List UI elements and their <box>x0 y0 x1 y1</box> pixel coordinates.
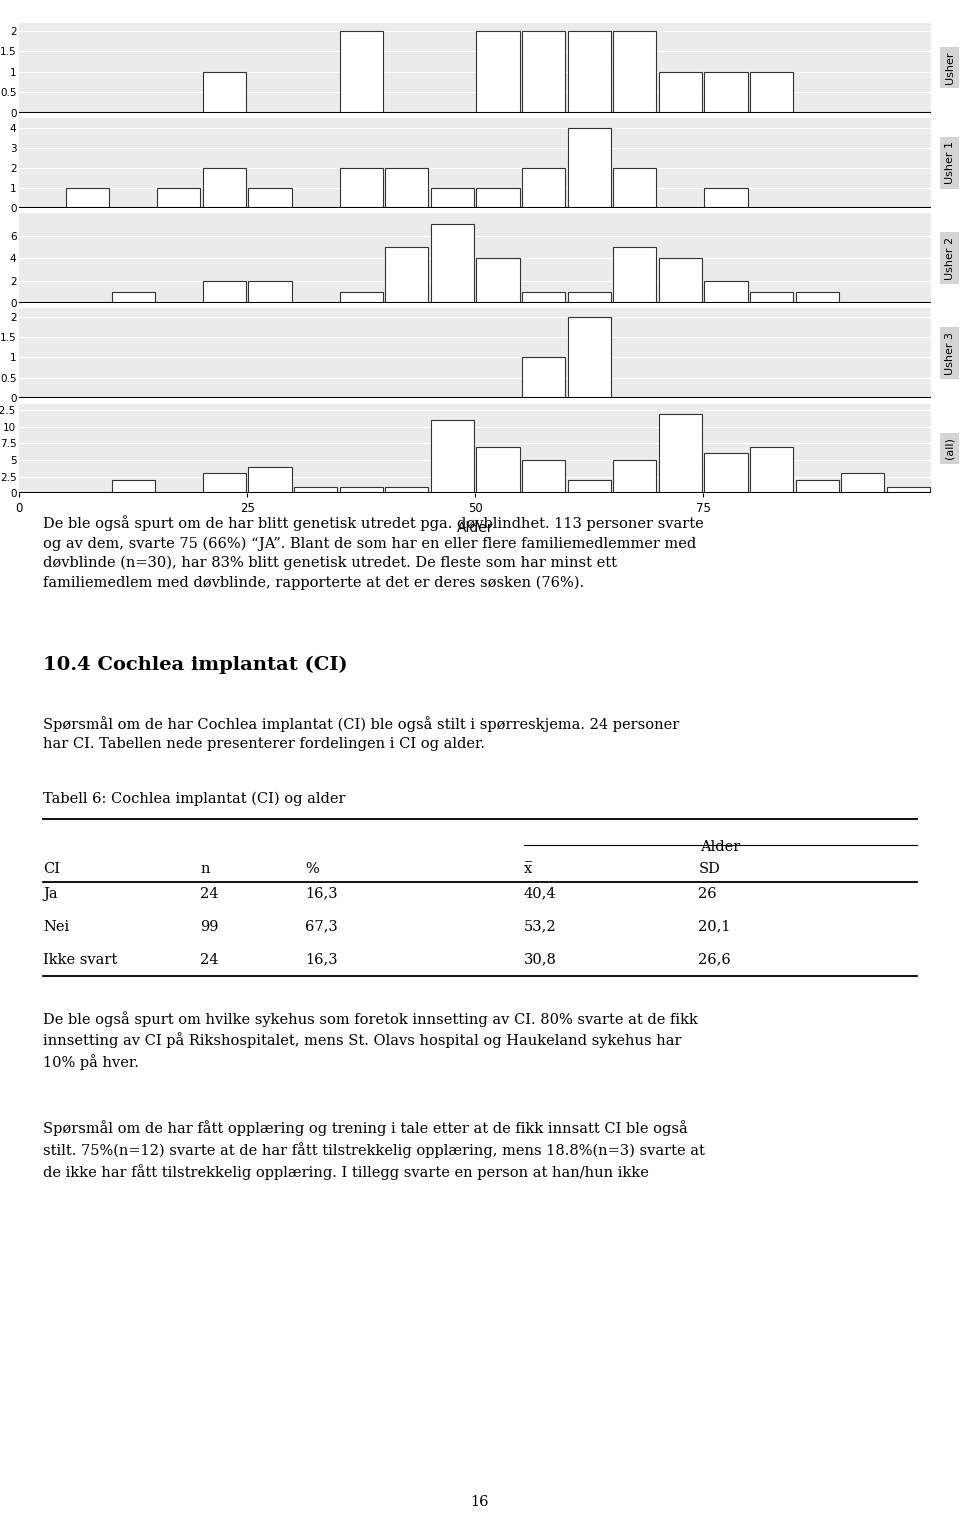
Bar <box>750 72 793 113</box>
Bar <box>476 31 519 113</box>
Bar <box>659 258 702 302</box>
Bar <box>750 447 793 493</box>
Text: %: % <box>305 861 319 876</box>
Text: n: n <box>201 861 210 876</box>
Bar <box>385 487 428 493</box>
Bar <box>111 292 155 302</box>
Bar <box>522 168 565 208</box>
Bar <box>476 447 519 493</box>
Bar <box>385 247 428 302</box>
Bar <box>111 479 155 493</box>
Bar <box>567 31 611 113</box>
Bar <box>796 292 839 302</box>
Bar <box>796 479 839 493</box>
Bar <box>567 479 611 493</box>
Bar <box>887 487 930 493</box>
Bar <box>340 487 383 493</box>
Bar <box>66 188 109 208</box>
Bar <box>522 357 565 399</box>
Text: 99: 99 <box>201 919 219 933</box>
Text: Spørsmål om de har fått opplæring og trening i tale etter at de fikk innsatt CI : Spørsmål om de har fått opplæring og tre… <box>43 1121 705 1179</box>
Bar <box>613 460 657 493</box>
Bar <box>567 316 611 399</box>
Text: 10.4 Cochlea implantat (CI): 10.4 Cochlea implantat (CI) <box>43 657 348 673</box>
Text: 26: 26 <box>699 887 717 901</box>
Bar <box>613 31 657 113</box>
Bar <box>522 460 565 493</box>
Bar <box>522 31 565 113</box>
Text: 30,8: 30,8 <box>524 953 557 967</box>
Text: Usher 1: Usher 1 <box>945 142 955 185</box>
Text: 53,2: 53,2 <box>524 919 556 933</box>
Text: SD: SD <box>699 861 720 876</box>
Text: 16: 16 <box>470 1495 490 1509</box>
Bar <box>249 467 292 493</box>
Text: 24: 24 <box>201 953 219 967</box>
Bar <box>476 188 519 208</box>
Bar <box>476 258 519 302</box>
Bar <box>705 188 748 208</box>
Bar <box>567 292 611 302</box>
Bar <box>522 292 565 302</box>
Bar <box>841 473 884 493</box>
Bar <box>613 168 657 208</box>
Text: Ja: Ja <box>43 887 58 901</box>
Text: 40,4: 40,4 <box>524 887 556 901</box>
Text: Ikke svart: Ikke svart <box>43 953 117 967</box>
Bar <box>659 72 702 113</box>
Bar <box>157 188 201 208</box>
Bar <box>340 31 383 113</box>
Bar <box>203 473 246 493</box>
Bar <box>203 281 246 302</box>
Bar <box>567 128 611 208</box>
Text: 20,1: 20,1 <box>699 919 731 933</box>
Text: 16,3: 16,3 <box>305 887 338 901</box>
Bar <box>431 420 474 493</box>
Bar <box>659 414 702 493</box>
Text: Spørsmål om de har Cochlea implantat (CI) ble også stilt i spørreskjema. 24 pers: Spørsmål om de har Cochlea implantat (CI… <box>43 716 680 751</box>
Bar <box>203 72 246 113</box>
Bar <box>340 292 383 302</box>
Bar <box>705 454 748 493</box>
Bar <box>750 292 793 302</box>
Text: De ble også spurt om de har blitt genetisk utredet pga. døvblindhet. 113 persone: De ble også spurt om de har blitt geneti… <box>43 516 704 589</box>
Text: De ble også spurt om hvilke sykehus som foretok innsetting av CI. 80% svarte at : De ble også spurt om hvilke sykehus som … <box>43 1011 698 1070</box>
Bar <box>431 188 474 208</box>
Bar <box>705 281 748 302</box>
Text: 24: 24 <box>201 887 219 901</box>
Text: Nei: Nei <box>43 919 69 933</box>
Text: CI: CI <box>43 861 60 876</box>
Bar <box>249 188 292 208</box>
Bar <box>613 247 657 302</box>
Bar <box>249 281 292 302</box>
Text: Usher 2: Usher 2 <box>945 237 955 279</box>
Text: Usher: Usher <box>945 52 955 84</box>
Text: x̅: x̅ <box>524 861 532 876</box>
Text: 67,3: 67,3 <box>305 919 338 933</box>
Bar <box>203 168 246 208</box>
Text: Alder: Alder <box>700 840 740 854</box>
X-axis label: Alder: Alder <box>457 521 493 534</box>
Text: Tabell 6: Cochlea implantat (CI) og alder: Tabell 6: Cochlea implantat (CI) og alde… <box>43 791 346 806</box>
Bar <box>294 487 337 493</box>
Bar <box>340 168 383 208</box>
Text: 26,6: 26,6 <box>699 953 732 967</box>
Bar <box>705 72 748 113</box>
Bar <box>431 224 474 302</box>
Text: (all): (all) <box>945 437 955 460</box>
Text: Usher 3: Usher 3 <box>945 331 955 374</box>
Text: 16,3: 16,3 <box>305 953 338 967</box>
Bar <box>385 168 428 208</box>
